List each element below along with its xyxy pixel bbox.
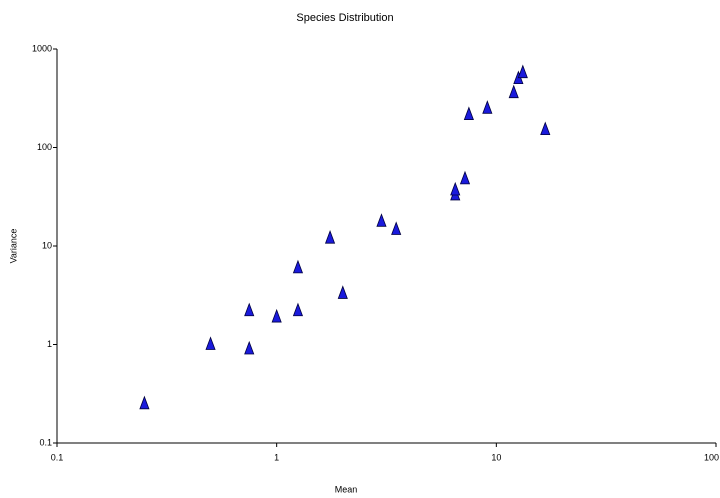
- x-tick-label: 10: [491, 452, 501, 462]
- marker: [463, 106, 474, 120]
- y-tick-label: 10: [42, 240, 52, 250]
- marker: [139, 395, 150, 410]
- marker: [459, 170, 471, 185]
- marker: [450, 181, 461, 196]
- marker: [508, 84, 519, 99]
- x-axis-label: Mean: [335, 484, 358, 494]
- marker: [205, 336, 216, 350]
- marker: [540, 121, 551, 135]
- marker: [517, 64, 528, 79]
- x-tick-label: 100: [704, 452, 719, 462]
- x-tick-label: 0.1: [51, 452, 64, 462]
- marker: [244, 302, 255, 317]
- marker: [244, 340, 255, 355]
- y-tick-label: 1: [47, 339, 52, 349]
- y-axis-label: Variance: [8, 229, 18, 264]
- y-tick-label: 100: [37, 142, 52, 152]
- marker: [292, 302, 304, 317]
- marker: [292, 259, 304, 274]
- x-tick-label: 1: [274, 452, 279, 462]
- y-tick-label: 0.1: [39, 437, 52, 447]
- marker: [324, 230, 336, 244]
- marker: [376, 213, 387, 227]
- y-tick-label: 1000: [32, 43, 52, 53]
- chart-title: Species Distribution: [296, 12, 393, 24]
- marker: [482, 100, 493, 114]
- marker: [271, 308, 282, 323]
- marker: [337, 285, 348, 299]
- marker: [391, 221, 402, 235]
